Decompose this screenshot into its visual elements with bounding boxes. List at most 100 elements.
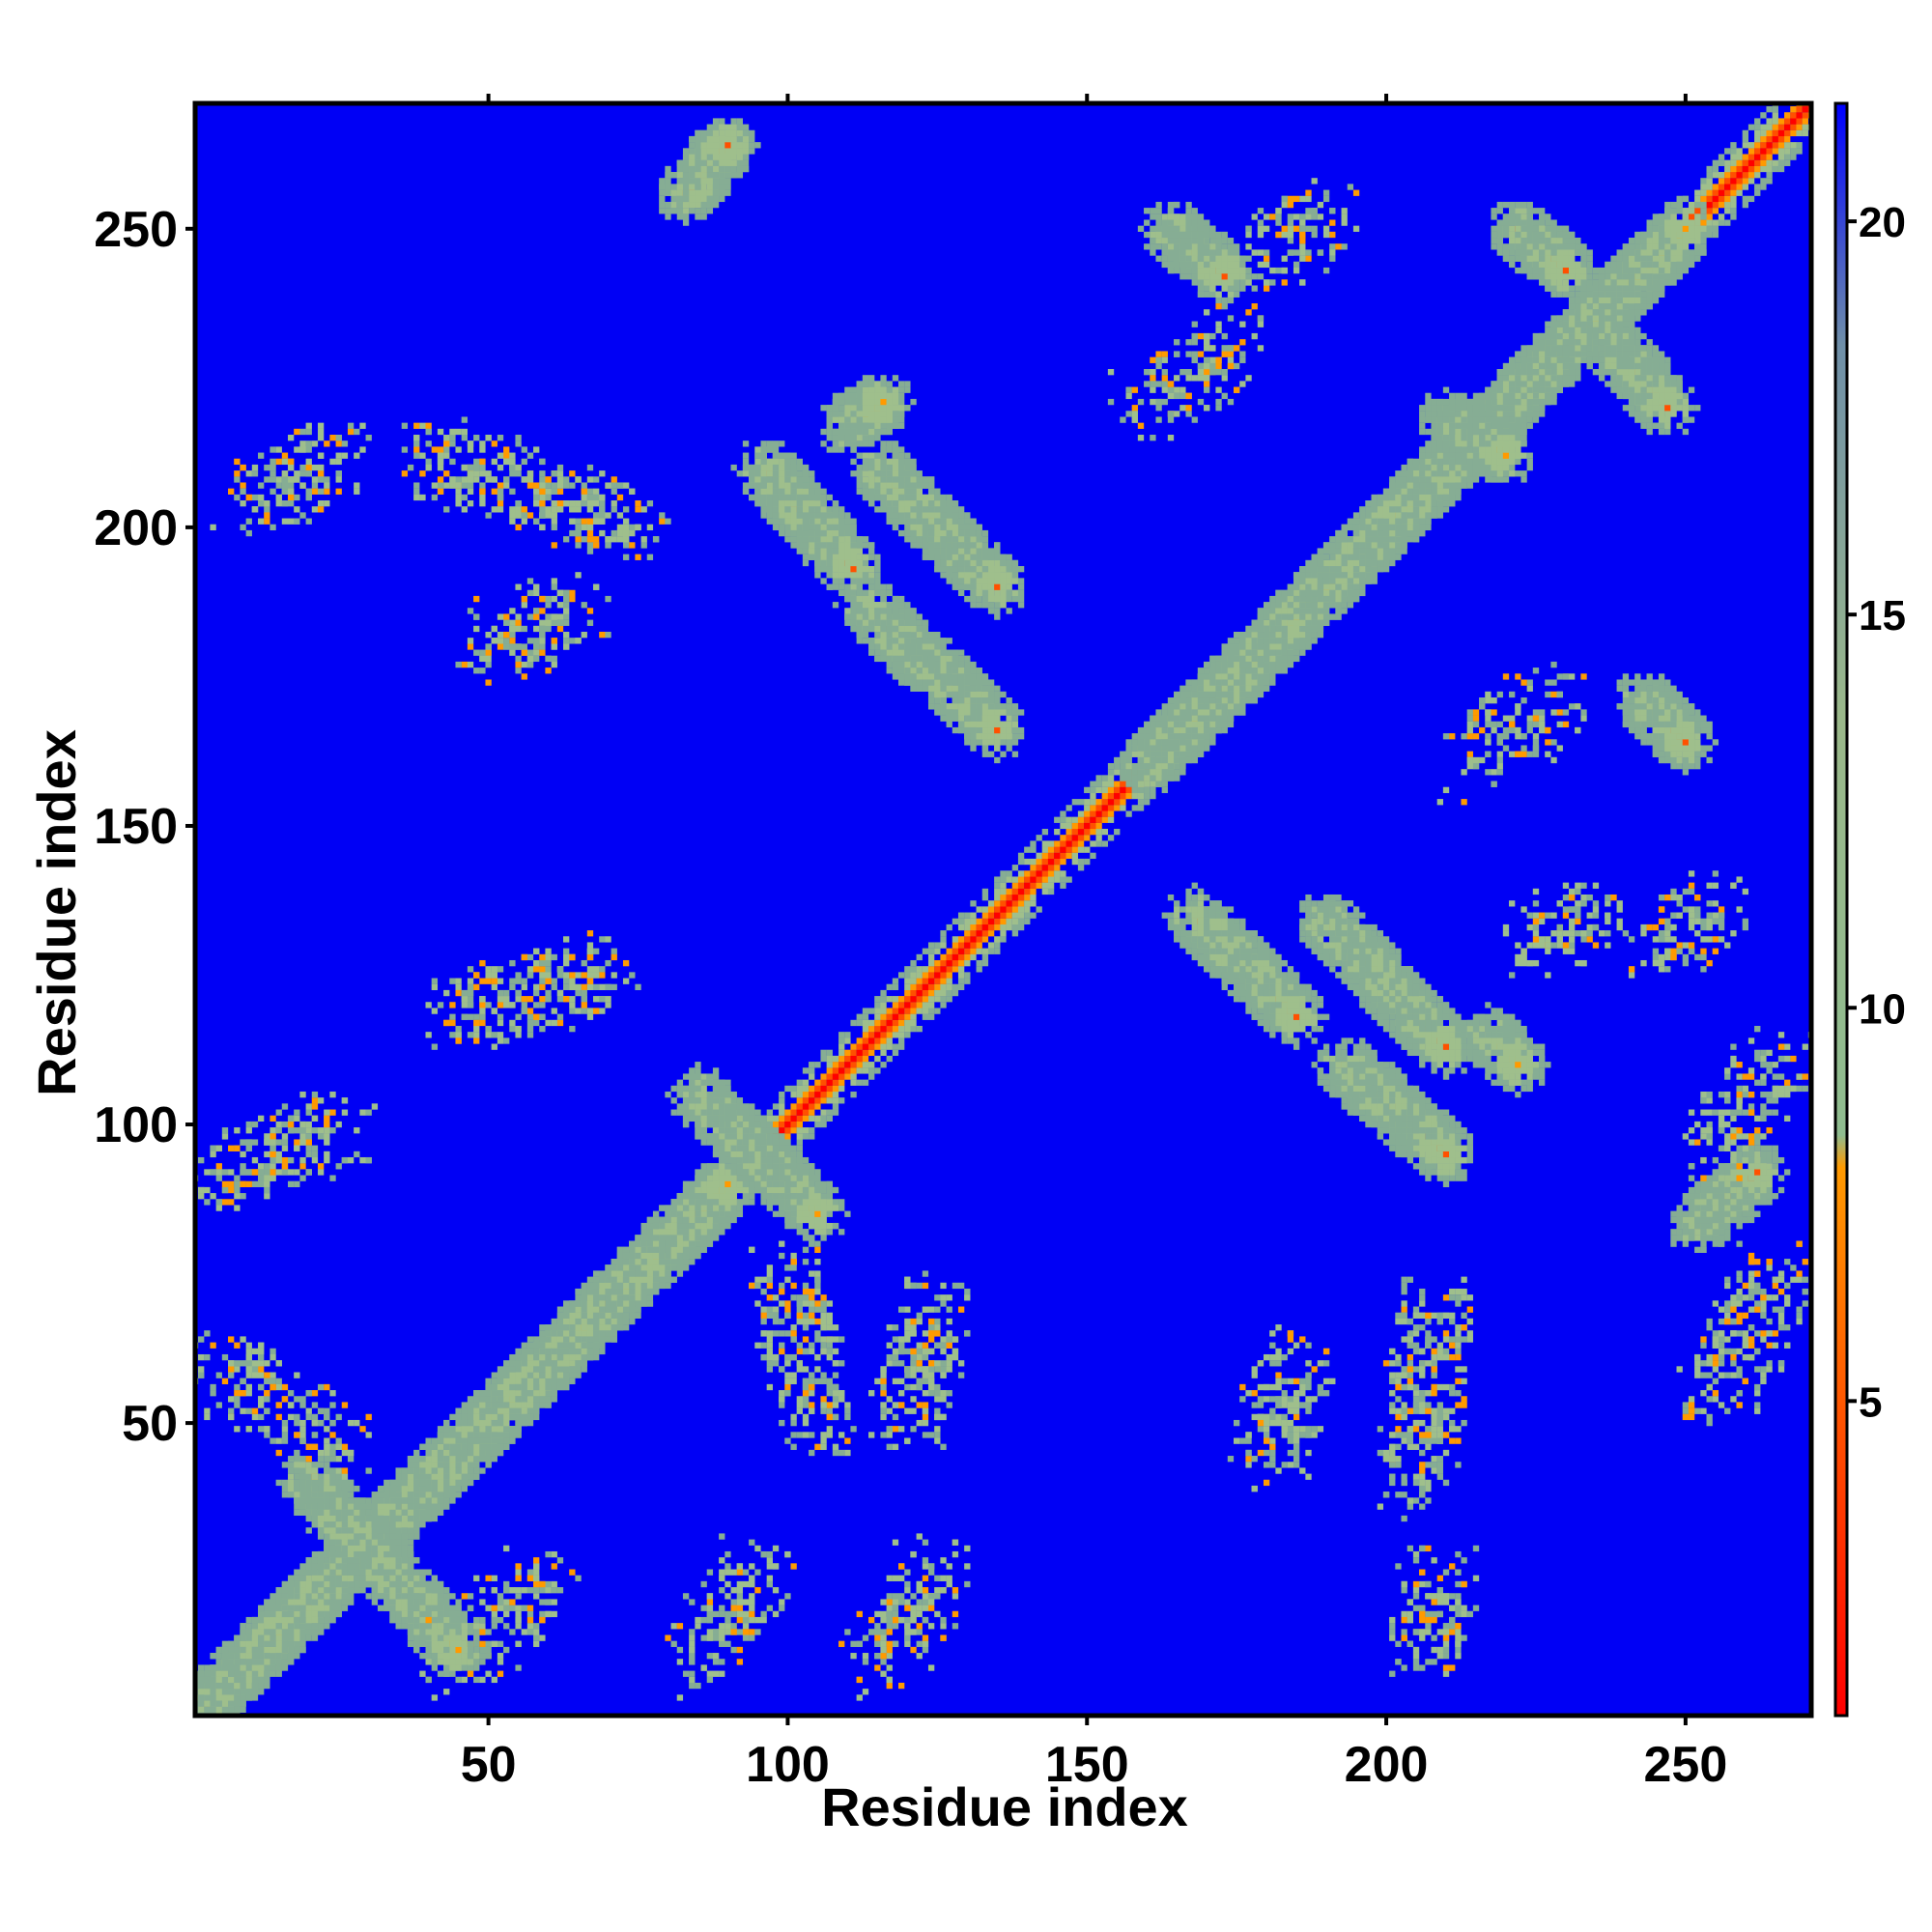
heatmap-cell <box>868 1020 874 1026</box>
heatmap-cell <box>1719 196 1724 202</box>
heatmap-cell <box>1730 196 1736 202</box>
heatmap-cell <box>964 942 970 948</box>
heatmap-cell <box>294 1629 299 1634</box>
heatmap-cell <box>1730 160 1736 166</box>
heatmap-cell <box>1012 900 1018 906</box>
heatmap-cell <box>1000 906 1006 912</box>
heatmap-cell <box>276 1617 282 1623</box>
heatmap-cell <box>276 1671 282 1677</box>
heatmap-cell <box>1689 202 1694 208</box>
heatmap-cell <box>868 1050 874 1056</box>
heatmap-cell <box>216 1671 222 1677</box>
heatmap-cell <box>276 1664 282 1670</box>
heatmap-cell <box>988 919 994 924</box>
heatmap-cell <box>1719 184 1724 189</box>
heatmap-cell <box>1030 895 1036 900</box>
heatmap-cell <box>857 1062 863 1067</box>
heatmap-cell <box>1066 829 1072 835</box>
heatmap-cell <box>833 1056 838 1062</box>
heatmap-cell <box>904 1026 910 1032</box>
heatmap-cell <box>923 1002 928 1008</box>
heatmap-cell <box>1724 219 1730 225</box>
heatmap-cell <box>1007 913 1012 919</box>
heatmap-cell <box>1024 876 1030 882</box>
heatmap-cell <box>779 1122 784 1127</box>
heatmap-cell <box>294 1653 299 1659</box>
heatmap-cell <box>1072 817 1078 823</box>
heatmap-cell <box>210 1694 215 1700</box>
heatmap-cell <box>1060 853 1065 859</box>
heatmap-cell <box>827 1080 833 1086</box>
heatmap-cell <box>234 1641 240 1647</box>
heatmap-cell <box>270 1634 275 1640</box>
heatmap-cell <box>940 936 946 942</box>
heatmap-cell <box>258 1664 264 1670</box>
heatmap-cell <box>820 1086 826 1092</box>
heatmap-cell <box>779 1097 784 1103</box>
heatmap-cell <box>1754 118 1760 124</box>
heatmap-cell <box>874 1044 880 1050</box>
heatmap-cell <box>1030 840 1036 846</box>
heatmap-cell <box>288 1641 294 1647</box>
heatmap-cell <box>204 1664 210 1670</box>
heatmap-cell <box>1078 823 1084 829</box>
heatmap-cell <box>270 1647 275 1653</box>
heatmap-cell <box>917 1008 923 1013</box>
heatmap-cell <box>246 1664 252 1670</box>
heatmap-cell <box>1719 172 1724 178</box>
heatmap-cell <box>1773 142 1778 148</box>
heatmap-cell <box>288 1623 294 1629</box>
heatmap-cell <box>863 1050 868 1056</box>
heatmap-cell <box>288 1653 294 1659</box>
heatmap-cell <box>1060 859 1065 865</box>
heatmap-cell <box>1018 883 1024 889</box>
heatmap-cell <box>820 1097 826 1103</box>
heatmap-cell <box>1743 166 1748 172</box>
heatmap-cell <box>850 1050 856 1056</box>
heatmap-cell <box>977 949 982 954</box>
heatmap-cell <box>857 1067 863 1073</box>
heatmap-cell <box>1754 148 1760 154</box>
heatmap-cell <box>1024 919 1030 924</box>
heatmap-cell <box>1072 840 1078 846</box>
heatmap-cell <box>198 1689 204 1694</box>
heatmap-cell <box>246 1689 252 1694</box>
heatmap-cell <box>1012 865 1018 870</box>
heatmap-cell <box>1095 817 1101 823</box>
heatmap-cell <box>1084 799 1090 805</box>
heatmap-cell <box>893 1044 898 1050</box>
heatmap-cell <box>1102 793 1108 799</box>
heatmap-cell <box>1719 160 1724 166</box>
heatmap-cell <box>977 919 982 924</box>
heatmap-cell <box>917 1002 923 1008</box>
heatmap-cell <box>240 1700 245 1706</box>
heatmap-cell <box>1000 900 1006 906</box>
heatmap-cell <box>1007 900 1012 906</box>
heatmap-cell <box>838 1086 844 1092</box>
heatmap-cell <box>204 1694 210 1700</box>
heatmap-cell <box>282 1623 288 1629</box>
heatmap-cell <box>838 1097 844 1103</box>
heatmap-cell <box>893 1026 898 1032</box>
heatmap-cell <box>1754 166 1760 172</box>
heatmap-cell <box>288 1647 294 1653</box>
heatmap-cell <box>934 979 940 984</box>
heatmap-cell <box>1114 781 1120 787</box>
heatmap-cell <box>1748 172 1754 178</box>
heatmap-cell <box>276 1629 282 1634</box>
heatmap-cell <box>1736 178 1742 184</box>
heatmap-cell <box>1234 638 1239 643</box>
heatmap-cell <box>928 996 934 1002</box>
heatmap-cell <box>874 996 880 1002</box>
heatmap-cell <box>1078 835 1084 840</box>
heatmap-cell <box>928 960 934 966</box>
heatmap-cell <box>874 1067 880 1073</box>
heatmap-cell <box>928 972 934 978</box>
heatmap-cell <box>1066 817 1072 823</box>
heatmap-cell <box>833 1103 838 1109</box>
heatmap-cell <box>1707 213 1713 219</box>
heatmap-cell <box>863 1067 868 1073</box>
heatmap-cell <box>1060 835 1065 840</box>
heatmap-cell <box>252 1683 258 1689</box>
heatmap-cell <box>887 1056 893 1062</box>
